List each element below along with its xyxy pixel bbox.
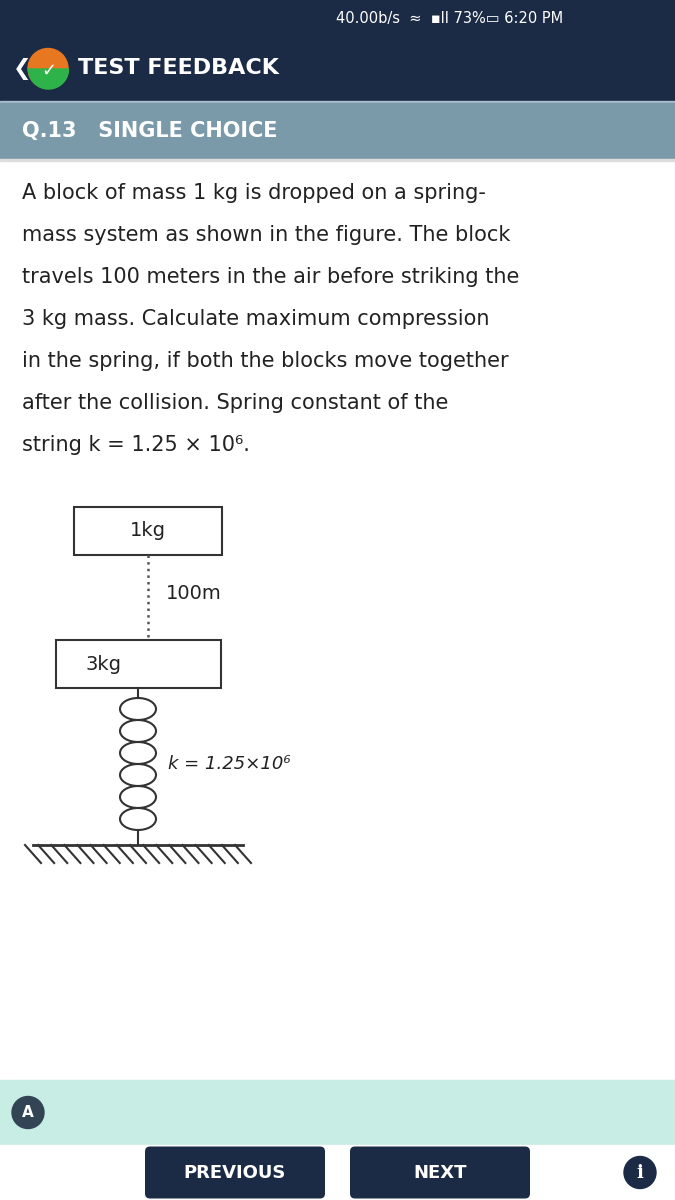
Circle shape [624,1157,656,1188]
Text: 100m: 100m [166,583,222,602]
Text: A block of mass 1 kg is dropped on a spring-: A block of mass 1 kg is dropped on a spr… [22,182,486,203]
Bar [0,103,675,158]
Text: 3 kg mass. Calculate maximum compression: 3 kg mass. Calculate maximum compression [22,308,489,329]
FancyBboxPatch shape [145,1146,325,1199]
Text: mass system as shown in the figure. The block: mass system as shown in the figure. The … [22,226,510,245]
Text: PREVIOUS: PREVIOUS [184,1164,286,1182]
Text: Q.13   SINGLE CHOICE: Q.13 SINGLE CHOICE [22,121,277,140]
Bar [0,0,675,36]
Text: after the collision. Spring constant of the: after the collision. Spring constant of … [22,392,448,413]
Text: string k = 1.25 × 10⁶.: string k = 1.25 × 10⁶. [22,434,250,455]
Text: NEXT: NEXT [413,1164,466,1182]
Bar [0,36,675,101]
Text: TEST FEEDBACK: TEST FEEDBACK [78,59,279,78]
Bar [0,1145,675,1200]
Text: in the spring, if both the blocks move together: in the spring, if both the blocks move t… [22,350,509,371]
Text: 3kg: 3kg [86,654,121,673]
Text: A: A [22,1105,34,1120]
Text: ✓: ✓ [41,61,57,79]
Text: i: i [637,1164,643,1182]
Bar [0,158,675,161]
Text: 1kg: 1kg [130,522,166,540]
Bar [0,101,675,103]
Text: ❮: ❮ [13,58,31,79]
FancyBboxPatch shape [350,1146,530,1199]
Bar [74,506,222,554]
Text: 40.00b/s  ≈  ▪ll 73%▭ 6:20 PM: 40.00b/s ≈ ▪ll 73%▭ 6:20 PM [336,11,564,25]
Circle shape [12,1097,44,1128]
Circle shape [28,48,68,89]
Bar [0,1080,675,1145]
Bar [0,161,675,1200]
Bar [55,640,221,688]
Text: travels 100 meters in the air before striking the: travels 100 meters in the air before str… [22,266,519,287]
Text: k = 1.25×10⁶: k = 1.25×10⁶ [168,755,291,773]
